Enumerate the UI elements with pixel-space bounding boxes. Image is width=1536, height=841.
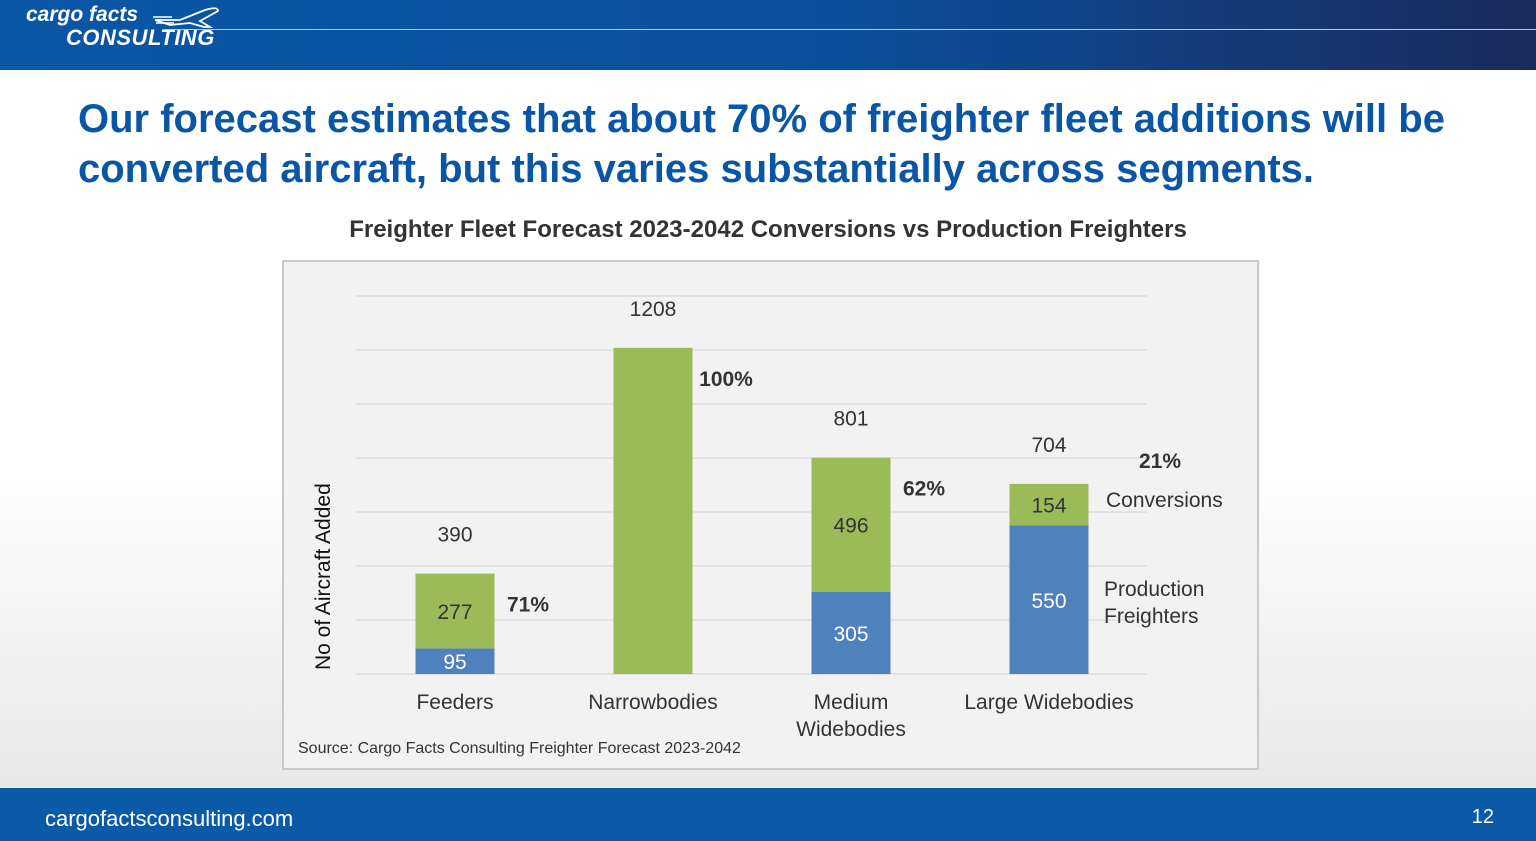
legend-production-line1: Production: [1104, 578, 1204, 601]
total-label: 801: [833, 408, 868, 431]
data-label: 95: [443, 651, 466, 674]
logo-text-bottom: CONSULTING: [66, 25, 215, 50]
logo-text-top: cargo facts: [26, 3, 139, 26]
footer-url[interactable]: cargofactsconsulting.com: [45, 806, 294, 831]
bar-conversions: [415, 573, 495, 649]
logo-rule: [165, 29, 1536, 30]
chart-area: No of Aircraft Added 95 277 390 71% Feeders 12…: [282, 260, 1259, 770]
airplane-icon: [153, 7, 219, 28]
conversion-share-label: 71%: [507, 594, 549, 617]
category-label: Widebodies: [796, 718, 906, 741]
conversion-share-label: 21%: [1139, 450, 1181, 473]
chart-svg: No of Aircraft Added 95 277 390 71% Feeders 12…: [298, 295, 1223, 757]
data-label: 277: [437, 601, 472, 624]
y-axis-label: No of Aircraft Added: [312, 483, 335, 670]
bar-conversions: [613, 347, 693, 674]
category-label: Narrowbodies: [588, 691, 718, 714]
category-label: Medium: [814, 691, 889, 714]
conversion-share-label: 62%: [903, 478, 945, 501]
chart-title: Freighter Fleet Forecast 2023-2042 Conve…: [349, 216, 1187, 243]
category-label: Large Widebodies: [964, 691, 1133, 714]
bar-production: [811, 591, 891, 674]
data-label: 154: [1031, 495, 1066, 518]
header-bar: cargo facts CONSULTING: [0, 0, 1536, 70]
page-headline: Our forecast estimates that about 70% of…: [78, 97, 1445, 191]
total-label: 1208: [630, 298, 677, 321]
bar-conversions: [811, 457, 891, 592]
logo: cargo facts CONSULTING: [26, 4, 215, 49]
data-label: 305: [833, 623, 868, 646]
conversion-share-label: 100%: [699, 368, 753, 391]
legend-production-line2: Freighters: [1104, 605, 1199, 628]
bar-production: [415, 648, 495, 674]
category-label: Feeders: [416, 691, 493, 714]
bar-conversions: [1009, 483, 1089, 526]
footer-bar: cargofactsconsulting.com 12: [0, 788, 1536, 841]
legend-conversions: Conversions: [1106, 489, 1223, 512]
data-label: 496: [833, 515, 868, 538]
bar-production: [1009, 525, 1089, 674]
source-note: Source: Cargo Facts Consulting Freighter…: [298, 740, 741, 757]
page-number: 12: [1471, 806, 1494, 828]
data-label: 550: [1031, 590, 1066, 613]
total-label: 704: [1031, 434, 1066, 457]
total-label: 390: [437, 524, 472, 547]
